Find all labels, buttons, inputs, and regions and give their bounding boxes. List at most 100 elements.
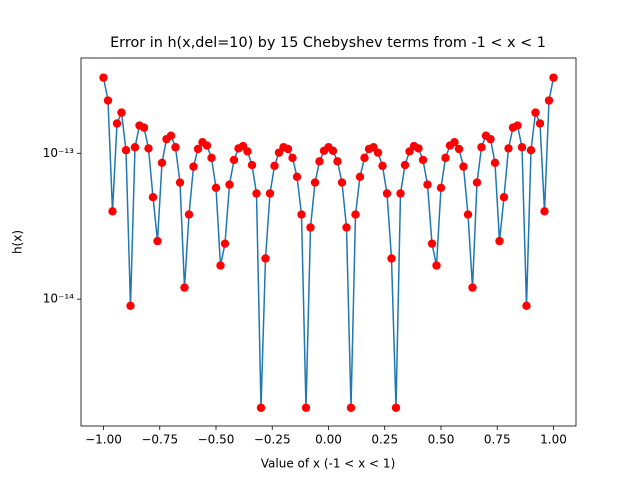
data-point <box>256 403 266 412</box>
data-point <box>99 73 108 82</box>
y-tick-label: 10⁻¹⁴ <box>43 292 74 306</box>
data-point <box>130 143 140 152</box>
data-point <box>540 207 549 216</box>
data-point <box>297 210 306 219</box>
data-point <box>360 153 369 163</box>
x-tick-label: 0.25 <box>371 433 398 447</box>
data-point <box>454 144 464 154</box>
data-point <box>126 301 135 311</box>
data-point <box>387 254 396 263</box>
data-point <box>193 144 203 154</box>
data-point <box>243 147 252 156</box>
data-point <box>175 178 185 187</box>
data-point <box>265 189 275 198</box>
data-point <box>342 223 351 232</box>
data-point <box>301 403 311 412</box>
data-point <box>333 157 342 166</box>
x-tick-label: 1.00 <box>540 433 567 447</box>
plot-frame <box>80 57 577 427</box>
data-point <box>166 131 176 140</box>
data-point <box>202 141 212 150</box>
data-point <box>486 134 495 144</box>
data-point <box>463 210 473 219</box>
data-point <box>229 155 239 165</box>
data-point <box>216 261 225 270</box>
data-point <box>531 108 540 117</box>
data-point <box>427 239 437 248</box>
data-point <box>207 153 216 163</box>
data-point <box>310 178 320 187</box>
data-point <box>292 172 302 181</box>
data-point <box>378 161 387 171</box>
data-point <box>517 143 527 152</box>
data-point <box>513 121 522 130</box>
data-point <box>355 172 365 181</box>
x-tick-label: −0.25 <box>254 433 291 447</box>
x-tick-label: 0.75 <box>484 433 511 447</box>
data-point <box>184 210 194 219</box>
data-point <box>526 145 536 155</box>
data-point <box>459 162 468 171</box>
data-point <box>468 283 477 292</box>
data-point <box>391 403 401 412</box>
data-point <box>112 119 122 128</box>
data-point <box>288 153 297 163</box>
data-point <box>283 144 293 154</box>
data-point <box>189 162 198 171</box>
y-tick-label: 10⁻¹³ <box>43 146 74 160</box>
data-point <box>306 223 315 232</box>
data-point <box>247 160 257 170</box>
data-point <box>436 183 446 192</box>
data-point <box>157 158 167 168</box>
data-point <box>270 161 279 171</box>
data-point <box>490 158 500 168</box>
data-point <box>414 144 423 153</box>
data-point <box>504 144 513 153</box>
data-point <box>121 145 131 155</box>
data-point <box>522 301 531 311</box>
chart-title: Error in h(x,del=10) by 15 Chebyshev ter… <box>110 35 546 51</box>
data-point <box>450 138 459 147</box>
data-point <box>148 192 158 202</box>
data-point <box>544 96 554 105</box>
data-point <box>400 160 410 170</box>
data-point <box>315 157 324 166</box>
data-point <box>261 254 270 263</box>
data-point <box>211 183 221 192</box>
data-point <box>423 180 432 189</box>
data-point <box>220 239 230 248</box>
data-point <box>328 146 338 155</box>
x-tick-label: 0.00 <box>315 433 342 447</box>
data-point <box>477 143 486 152</box>
data-point <box>351 210 360 219</box>
x-tick-label: 0.50 <box>428 433 455 447</box>
data-point <box>180 283 189 292</box>
data-point <box>499 192 509 202</box>
y-axis-label: h(x) <box>11 230 25 254</box>
data-point <box>337 178 347 187</box>
data-point <box>396 189 405 198</box>
x-axis-label: Value of x (-1 < x < 1) <box>261 457 396 471</box>
data-point <box>472 178 482 187</box>
x-tick-label: −0.75 <box>141 433 178 447</box>
data-point <box>225 180 234 189</box>
data-point <box>153 236 162 246</box>
x-tick-label: −0.50 <box>198 433 235 447</box>
data-point <box>549 73 558 82</box>
data-point <box>252 189 261 198</box>
x-tick-label: −1.00 <box>85 433 122 447</box>
data-point <box>535 119 545 128</box>
data-point <box>103 96 113 105</box>
data-point <box>117 108 126 117</box>
data-point <box>373 148 383 157</box>
data-point <box>382 189 392 198</box>
data-point <box>171 143 180 152</box>
data-point <box>432 261 441 270</box>
data-point <box>441 153 450 163</box>
data-point <box>495 236 504 246</box>
data-point <box>346 403 356 412</box>
data-point <box>108 207 117 216</box>
